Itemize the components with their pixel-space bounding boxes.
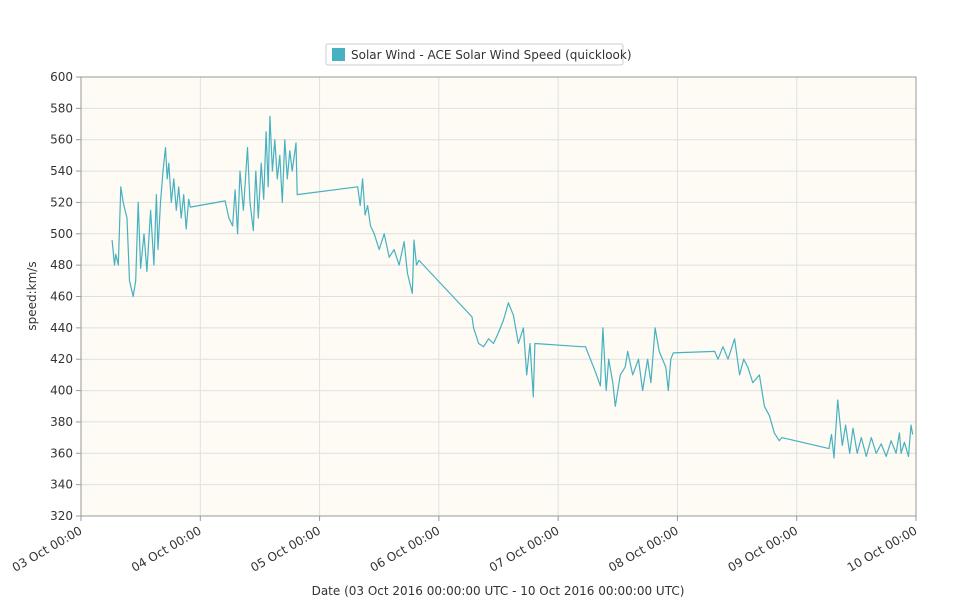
x-tick-label: 06 Oct 00:00 bbox=[368, 523, 443, 574]
y-tick-label: 480 bbox=[50, 258, 73, 272]
y-tick-label: 440 bbox=[50, 321, 73, 335]
y-tick-label: 560 bbox=[50, 133, 73, 147]
x-tick-label: 09 Oct 00:00 bbox=[725, 523, 800, 574]
y-axis-title: speed:km/s bbox=[25, 261, 39, 330]
legend-label: Solar Wind - ACE Solar Wind Speed (quick… bbox=[351, 48, 632, 62]
x-tick-label: 10 Oct 00:00 bbox=[845, 523, 920, 574]
x-tick-label: 07 Oct 00:00 bbox=[487, 523, 562, 574]
legend-swatch bbox=[332, 48, 345, 61]
y-tick-label: 360 bbox=[50, 446, 73, 460]
x-tick-label: 03 Oct 00:00 bbox=[10, 523, 85, 574]
y-tick-label: 520 bbox=[50, 195, 73, 209]
plot-frame bbox=[80, 76, 917, 517]
y-tick-label: 420 bbox=[50, 352, 73, 366]
y-tick-label: 380 bbox=[50, 415, 73, 429]
y-tick-label: 540 bbox=[50, 164, 73, 178]
y-tick-label: 580 bbox=[50, 101, 73, 115]
x-axis-title: Date (03 Oct 2016 00:00:00 UTC - 10 Oct … bbox=[312, 584, 685, 598]
legend[interactable]: Solar Wind - ACE Solar Wind Speed (quick… bbox=[325, 43, 632, 66]
series-layer bbox=[111, 115, 914, 459]
y-tick-label: 320 bbox=[50, 509, 73, 523]
x-tick-label: 08 Oct 00:00 bbox=[606, 523, 681, 574]
x-tick-label: 04 Oct 00:00 bbox=[129, 523, 204, 574]
y-tick-label: 500 bbox=[50, 227, 73, 241]
y-tick-label: 460 bbox=[50, 290, 73, 304]
y-tick-label: 340 bbox=[50, 478, 73, 492]
legend-box bbox=[325, 43, 624, 66]
y-tick-label: 600 bbox=[50, 70, 73, 84]
series-line bbox=[111, 115, 914, 459]
x-tick-label: 05 Oct 00:00 bbox=[248, 523, 323, 574]
y-tick-label: 400 bbox=[50, 384, 73, 398]
